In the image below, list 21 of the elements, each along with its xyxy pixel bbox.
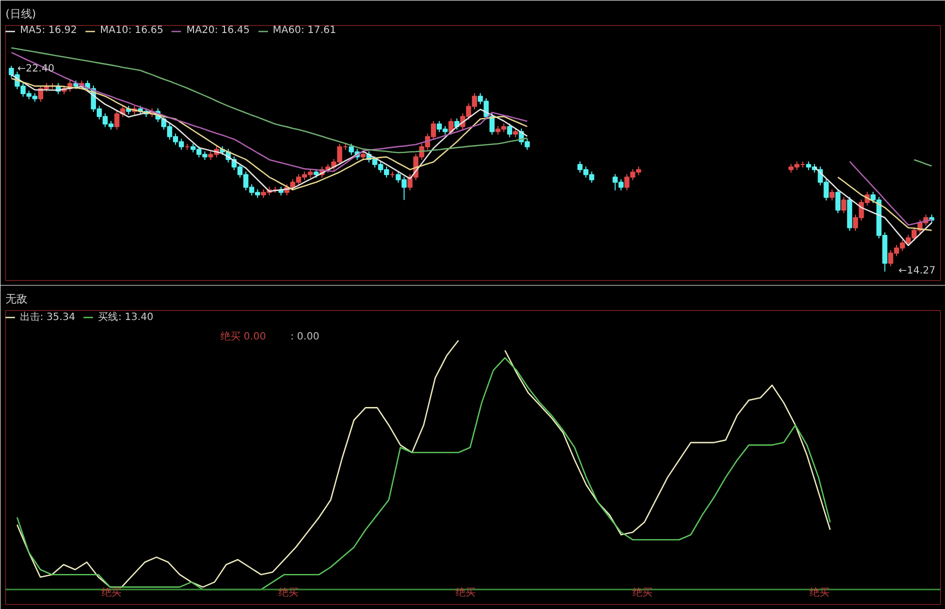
candlestick xyxy=(841,196,846,214)
chart-title: 无敌 xyxy=(6,292,28,306)
candlestick xyxy=(830,188,835,201)
annotation: 绝买 xyxy=(810,586,830,598)
candlestick xyxy=(448,118,454,136)
annotation: 绝买 xyxy=(278,586,299,598)
annotation: 绝买 xyxy=(102,586,122,598)
legend-label: 买线: 13.40 xyxy=(98,310,154,324)
annotation: : 0.00 xyxy=(290,332,320,342)
annotation: ←14.27 xyxy=(898,266,936,276)
legend-label: MA60: 17.61 xyxy=(272,25,336,36)
chart-title: (日线) xyxy=(6,8,36,20)
candlestick xyxy=(507,123,512,138)
legend-label: 出击: 35.34 xyxy=(20,310,76,324)
legend-label: MA10: 16.65 xyxy=(100,25,164,36)
candlestick xyxy=(835,188,840,214)
annotation: 绝买 xyxy=(632,586,653,598)
legend-label: MA20: 16.45 xyxy=(186,25,250,36)
annotation: 绝买 xyxy=(456,586,476,598)
legend-label: MA5: 16.92 xyxy=(20,25,78,36)
annotation: 绝买 0.00 xyxy=(220,330,266,342)
